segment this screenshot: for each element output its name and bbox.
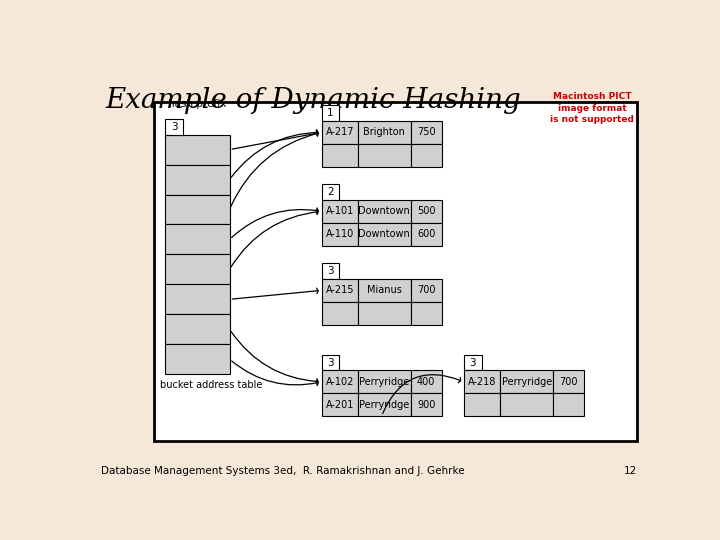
Bar: [166, 254, 230, 285]
Bar: [358, 370, 411, 393]
Text: 400: 400: [417, 377, 436, 387]
Bar: [166, 314, 230, 344]
Bar: [358, 279, 411, 302]
Text: A-217: A-217: [325, 127, 354, 137]
Text: A-201: A-201: [325, 400, 354, 410]
Bar: [464, 355, 482, 370]
Bar: [322, 370, 358, 393]
Bar: [166, 134, 230, 165]
Bar: [322, 105, 339, 121]
Text: 700: 700: [417, 285, 436, 295]
Bar: [322, 184, 339, 200]
Text: 900: 900: [417, 400, 436, 410]
Bar: [154, 102, 637, 441]
Text: 750: 750: [417, 127, 436, 137]
Text: 3: 3: [327, 357, 334, 368]
Text: A-101: A-101: [325, 206, 354, 217]
Bar: [411, 370, 441, 393]
Bar: [322, 144, 358, 167]
Bar: [464, 393, 500, 416]
Text: 1: 1: [327, 108, 334, 118]
Bar: [411, 302, 441, 325]
Bar: [553, 393, 584, 416]
Text: 3: 3: [327, 266, 334, 276]
Bar: [358, 393, 411, 416]
Bar: [358, 144, 411, 167]
Text: 12: 12: [624, 467, 637, 476]
Bar: [411, 393, 441, 416]
Bar: [500, 393, 553, 416]
Text: Perryridge: Perryridge: [359, 377, 410, 387]
Text: Database Management Systems 3ed,  R. Ramakrishnan and J. Gehrke: Database Management Systems 3ed, R. Rama…: [101, 467, 465, 476]
Bar: [166, 285, 230, 314]
Bar: [411, 279, 441, 302]
Text: Macintosh PICT
image format
is not supported: Macintosh PICT image format is not suppo…: [550, 92, 634, 124]
Text: Perryridge: Perryridge: [502, 377, 552, 387]
Bar: [553, 370, 584, 393]
Text: Brighton: Brighton: [364, 127, 405, 137]
Bar: [322, 223, 358, 246]
Bar: [166, 165, 230, 194]
Text: A-110: A-110: [325, 230, 354, 239]
Text: Perryridge: Perryridge: [359, 400, 410, 410]
Bar: [411, 200, 441, 223]
Bar: [166, 194, 230, 225]
Text: Downtown: Downtown: [359, 230, 410, 239]
Bar: [322, 355, 339, 370]
Text: 500: 500: [417, 206, 436, 217]
Text: hash prefix: hash prefix: [168, 99, 227, 109]
Bar: [166, 225, 230, 254]
Bar: [166, 119, 183, 134]
Text: 700: 700: [559, 377, 577, 387]
Bar: [322, 279, 358, 302]
Bar: [411, 144, 441, 167]
Bar: [358, 223, 411, 246]
Bar: [411, 223, 441, 246]
Bar: [358, 200, 411, 223]
Text: Mianus: Mianus: [367, 285, 402, 295]
Bar: [322, 302, 358, 325]
Text: Downtown: Downtown: [359, 206, 410, 217]
Text: Example of Dynamic Hashing: Example of Dynamic Hashing: [105, 86, 521, 113]
Text: 3: 3: [469, 357, 476, 368]
Bar: [411, 121, 441, 144]
Text: A-102: A-102: [325, 377, 354, 387]
Bar: [322, 200, 358, 223]
Bar: [322, 393, 358, 416]
Text: A-218: A-218: [468, 377, 496, 387]
Bar: [166, 344, 230, 374]
Text: 600: 600: [417, 230, 436, 239]
Bar: [322, 121, 358, 144]
Bar: [358, 121, 411, 144]
Bar: [464, 370, 500, 393]
Text: bucket address table: bucket address table: [160, 380, 262, 389]
Text: 2: 2: [327, 187, 334, 197]
Text: A-215: A-215: [325, 285, 354, 295]
Bar: [358, 302, 411, 325]
Bar: [500, 370, 553, 393]
Bar: [322, 263, 339, 279]
Text: 3: 3: [171, 122, 178, 132]
